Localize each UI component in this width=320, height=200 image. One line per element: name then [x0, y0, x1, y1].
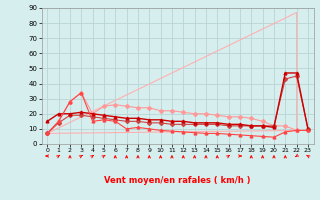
Text: Vent moyen/en rafales ( km/h ): Vent moyen/en rafales ( km/h )	[104, 176, 251, 185]
